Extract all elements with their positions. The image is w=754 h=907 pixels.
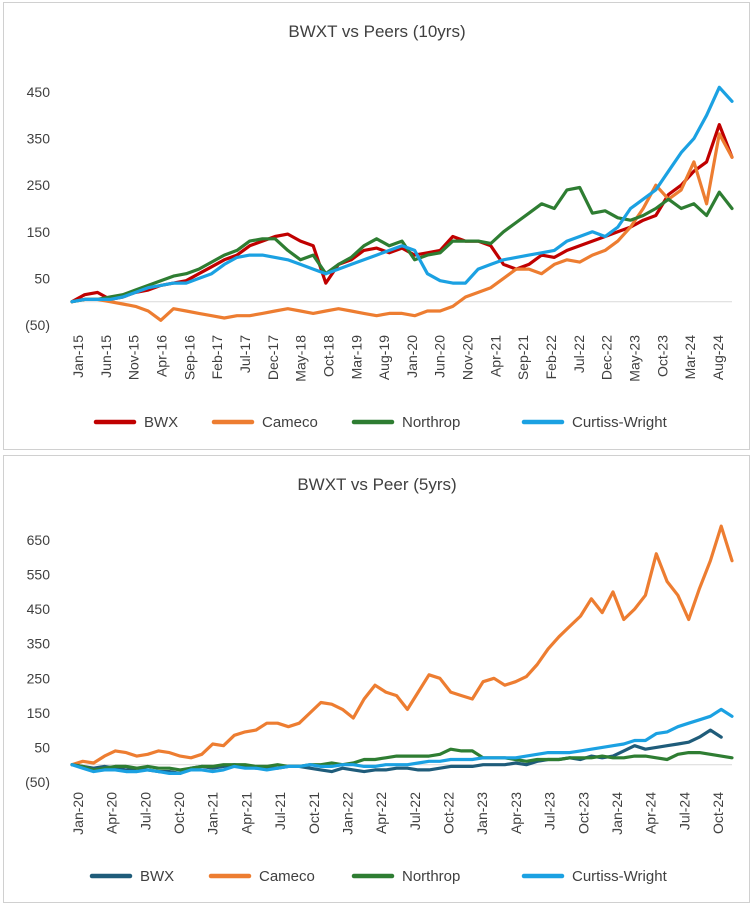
- x-tick-label: Oct-18: [320, 335, 336, 377]
- series-lines: [70, 85, 734, 322]
- x-tick-label: Apr-16: [153, 335, 169, 377]
- y-tick-label: 250: [27, 670, 51, 686]
- series-line-cameco: [70, 524, 734, 767]
- x-tick-label: Jul-23: [542, 792, 558, 830]
- y-tick-label: (50): [25, 774, 50, 790]
- x-tick-label: Jul-17: [237, 335, 253, 373]
- x-tick-label: May-23: [627, 335, 643, 382]
- series-line-curtiss-wright: [70, 85, 734, 304]
- y-tick-label: 550: [27, 567, 51, 583]
- legend-item: BWX: [89, 868, 174, 885]
- legend: BWX Cameco Northrop Curtiss-Wright: [89, 868, 668, 885]
- x-tick-label: Jan-15: [70, 335, 86, 378]
- series-line-bwx: [70, 122, 734, 304]
- legend-item: Cameco: [208, 868, 315, 885]
- chart-title: BWXT vs Peer (5yrs): [297, 475, 456, 494]
- x-tick-label: Jun-20: [432, 335, 448, 378]
- x-axis-ticks: Jan-20 Apr-20 Jul-20 Oct-20 Jan-21 Apr-21 Jul-…: [70, 792, 726, 835]
- y-tick-label: 350: [27, 131, 51, 147]
- series-line-cameco: [70, 132, 734, 322]
- chart-title: BWXT vs Peers (10yrs): [288, 22, 465, 41]
- legend-item: Curtiss-Wright: [521, 414, 668, 431]
- legend-item: Northrop: [351, 414, 460, 431]
- y-tick-label: 150: [27, 705, 51, 721]
- y-axis-ticks: 450 350 250 150 50 (50): [25, 84, 50, 333]
- x-tick-label: Jul-22: [407, 792, 423, 830]
- x-tick-label: Apr-23: [508, 792, 524, 834]
- legend-item: Curtiss-Wright: [521, 868, 668, 885]
- y-tick-label: 250: [27, 177, 51, 193]
- x-tick-label: Mar-24: [682, 335, 698, 380]
- series-line-northrop: [70, 747, 734, 772]
- x-tick-label: Jul-24: [676, 792, 692, 830]
- x-tick-label: Apr-20: [104, 792, 120, 834]
- x-tick-label: Sep-16: [181, 335, 197, 380]
- x-tick-label: Jan-22: [339, 792, 355, 835]
- legend-label: Northrop: [402, 868, 460, 885]
- x-tick-label: Aug-24: [710, 335, 726, 380]
- x-tick-label: Sep-21: [515, 335, 531, 380]
- x-tick-label: Jan-21: [205, 792, 221, 835]
- y-tick-label: 150: [27, 224, 51, 240]
- x-tick-label: Jan-24: [609, 792, 625, 835]
- x-tick-label: Oct-22: [441, 792, 457, 834]
- x-tick-label: Oct-20: [171, 792, 187, 834]
- chart-10yrs: BWXT vs Peers (10yrs) 450 350 250 150 50 (50)…: [25, 22, 734, 431]
- x-tick-label: Oct-24: [710, 792, 726, 834]
- x-tick-label: Apr-21: [487, 335, 503, 377]
- y-tick-label: 450: [27, 84, 51, 100]
- x-tick-label: Mar-19: [348, 335, 364, 380]
- legend-label: Curtiss-Wright: [572, 868, 668, 885]
- legend-item: Northrop: [351, 868, 460, 885]
- series-lines: [70, 524, 734, 775]
- x-tick-label: Nov-20: [460, 335, 476, 380]
- legend: BWX Cameco Northrop Curtiss-Wright: [93, 414, 668, 431]
- x-tick-label: Jan-23: [474, 792, 490, 835]
- x-tick-label: Jan-20: [70, 792, 86, 835]
- legend-item: BWX: [93, 414, 178, 431]
- y-tick-label: 50: [34, 739, 50, 755]
- legend-label: BWX: [140, 868, 174, 885]
- y-tick-label: 350: [27, 636, 51, 652]
- legend-label: Cameco: [259, 868, 315, 885]
- y-tick-label: 450: [27, 601, 51, 617]
- x-tick-label: Dec-17: [265, 335, 281, 380]
- x-tick-label: Nov-15: [126, 335, 142, 380]
- chart-panel-5yrs: BWXT vs Peer (5yrs) 650 550 450 350 250 150 50…: [3, 455, 750, 903]
- y-tick-label: 50: [34, 270, 50, 286]
- x-tick-label: Apr-22: [373, 792, 389, 834]
- series-line-curtiss-wright: [70, 707, 734, 775]
- x-tick-label: Feb-17: [209, 335, 225, 380]
- x-tick-label: Oct-23: [654, 335, 670, 377]
- y-tick-label: (50): [25, 317, 50, 333]
- legend-label: Northrop: [402, 414, 460, 431]
- chart-panel-10yrs: BWXT vs Peers (10yrs) 450 350 250 150 50 (50)…: [3, 2, 750, 450]
- legend-label: BWX: [144, 414, 178, 431]
- x-tick-label: Oct-23: [575, 792, 591, 834]
- chart-5yrs: BWXT vs Peer (5yrs) 650 550 450 350 250 150 50…: [25, 475, 734, 885]
- x-tick-label: Jul-21: [272, 792, 288, 830]
- x-tick-label: Jun-15: [98, 335, 114, 378]
- x-tick-label: Apr-24: [643, 792, 659, 834]
- x-tick-label: May-18: [293, 335, 309, 382]
- x-tick-label: Feb-22: [543, 335, 559, 380]
- x-tick-label: Apr-21: [238, 792, 254, 834]
- x-tick-label: Aug-19: [376, 335, 392, 380]
- x-axis-ticks: Jan-15 Jun-15 Nov-15 Apr-16 Sep-16 Feb-17 Jul-…: [70, 335, 726, 382]
- legend-label: Cameco: [262, 414, 318, 431]
- x-tick-label: Oct-21: [306, 792, 322, 834]
- y-tick-label: 650: [27, 532, 51, 548]
- legend-label: Curtiss-Wright: [572, 414, 668, 431]
- x-tick-label: Jan-20: [404, 335, 420, 378]
- y-axis-ticks: 650 550 450 350 250 150 50 (50): [25, 532, 50, 790]
- x-tick-label: Jul-20: [137, 792, 153, 830]
- legend-item: Cameco: [211, 414, 318, 431]
- x-tick-label: Jul-22: [571, 335, 587, 373]
- x-tick-label: Dec-22: [599, 335, 615, 380]
